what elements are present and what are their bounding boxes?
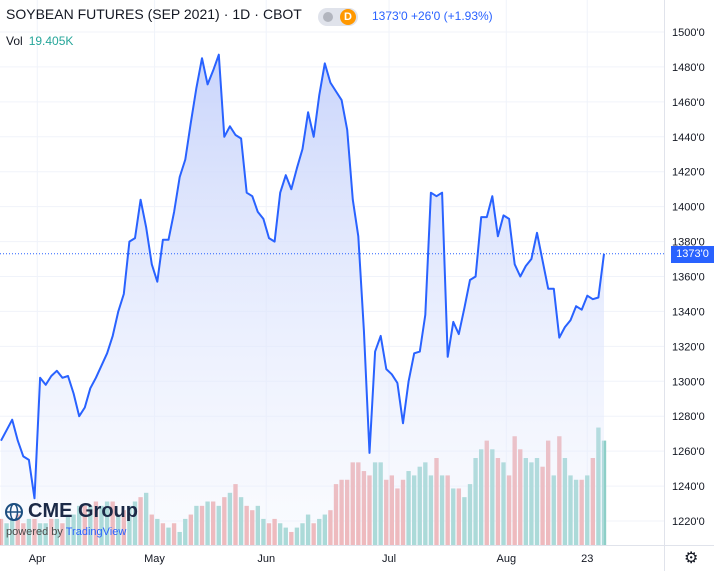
eye-icon[interactable] — [323, 12, 333, 22]
time-tick-label: 23 — [581, 553, 593, 565]
price-tick-label: 1420'0 — [672, 167, 705, 179]
gear-icon[interactable]: ⚙ — [684, 550, 699, 567]
logo-name: CME Group — [28, 500, 138, 522]
time-tick-label: Apr — [29, 553, 46, 565]
visibility-toggle[interactable]: D — [318, 8, 358, 26]
powered-by: powered by TradingView — [6, 526, 126, 538]
price-tick-label: 1480'0 — [672, 62, 705, 74]
price-tick-label: 1440'0 — [672, 132, 705, 144]
price-tick-label: 1500'0 — [672, 27, 705, 39]
volume-label: Vol — [6, 34, 23, 48]
delayed-badge: D — [340, 9, 356, 25]
price-area-fill — [1, 54, 604, 545]
time-tick-label: Jul — [382, 553, 396, 565]
quote-values: 1373'0 +26'0 (+1.93%) — [372, 9, 493, 23]
time-tick-label: Aug — [497, 553, 517, 565]
price-line — [0, 53, 605, 500]
price-tick-label: 1360'0 — [672, 272, 705, 284]
price-tick-label: 1380'0 — [672, 237, 705, 249]
exchange-label: CBOT — [262, 6, 302, 22]
chart-header: SOYBEAN FUTURES (SEP 2021) · 1D · CBOT — [6, 6, 302, 22]
volume-value: 19.405K — [28, 34, 74, 48]
interval-label[interactable]: 1D — [232, 6, 251, 22]
volume-legend: Vol 19.405K — [6, 34, 73, 48]
price-tick-label: 1300'0 — [672, 376, 705, 388]
separator: · — [254, 6, 259, 22]
time-tick-label: Jun — [257, 553, 275, 565]
time-tick-label: May — [144, 553, 165, 565]
price-axis[interactable]: 1500'0 1480'0 1460'0 1440'0 1420'0 1400'0 1380… — [672, 27, 705, 528]
powered-brand: TradingView — [65, 526, 127, 538]
globe-icon — [5, 503, 23, 521]
powered-prefix: powered by — [6, 526, 63, 538]
price-tick-label: 1220'0 — [672, 516, 705, 528]
last-price-tag: 1373'0 — [671, 246, 714, 263]
price-tick-label: 1400'0 — [672, 202, 705, 214]
price-tick-label: 1340'0 — [672, 306, 705, 318]
price-tick-label: 1460'0 — [672, 97, 705, 109]
time-axis[interactable]: Apr May Jun Jul Aug 23 — [29, 553, 594, 565]
price-tick-label: 1320'0 — [672, 341, 705, 353]
price-area — [0, 53, 605, 545]
symbol-title[interactable]: SOYBEAN FUTURES (SEP 2021) — [6, 6, 220, 22]
price-tick-label: 1280'0 — [672, 411, 705, 423]
price-tick-label: 1240'0 — [672, 481, 705, 493]
separator: · — [223, 6, 229, 22]
price-tick-label: 1260'0 — [672, 446, 705, 458]
